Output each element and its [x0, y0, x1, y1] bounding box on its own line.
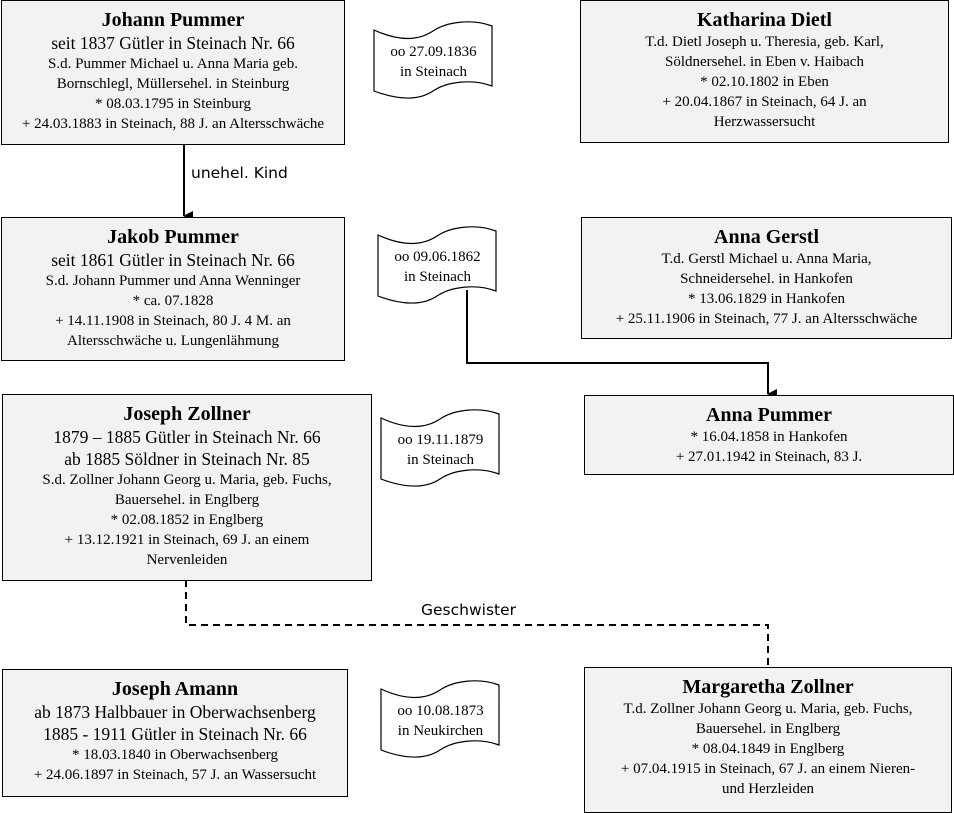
marriage-line: in Steinach — [403, 269, 472, 285]
person-box-jakob-pummer: Jakob Pummer seit 1861 Gütler in Steinach… — [1, 217, 345, 361]
marriage-scroll: oo 09.06.1862 in Steinach — [377, 226, 498, 306]
person-detail: T.d. Gerstl Michael u. Anna Maria, — [661, 251, 872, 267]
person-detail: Bauersehel. in Englberg — [114, 492, 260, 508]
person-detail: und Herzleiden — [721, 781, 815, 797]
person-box-joseph-amann: Joseph Amann ab 1873 Halbbauer in Oberwac… — [2, 669, 348, 797]
person-detail: Söldnersehel. in Eben v. Haibach — [665, 54, 864, 70]
person-detail: Bauersehel. in Englberg — [695, 721, 841, 737]
person-detail: Nervenleiden — [146, 552, 228, 568]
person-occupation: 1885 - 1911 Gütler in Steinach Nr. 66 — [43, 724, 307, 744]
scroll-shape — [377, 226, 497, 304]
person-name: Johann Pummer — [101, 9, 245, 31]
person-detail: + 07.04.1915 in Steinach, 67 J. an einem… — [620, 761, 916, 777]
marriage-scroll: oo 27.09.1836 in Steinach — [373, 21, 494, 101]
person-detail: * ca. 07.1828 — [132, 293, 214, 309]
scroll-shape — [380, 680, 500, 758]
person-name: Joseph Amann — [111, 678, 239, 700]
person-box-johann-pummer: Johann Pummer seit 1837 Gütler in Steinac… — [1, 0, 345, 145]
marriage-scroll: oo 19.11.1879 in Steinach — [380, 409, 501, 489]
marriage-line: in Neukirchen — [397, 723, 484, 739]
marriage-line: oo 10.08.1873 — [397, 703, 484, 719]
person-detail: * 16.04.1858 in Hankofen — [690, 429, 848, 445]
marriage-line: in Steinach — [399, 64, 468, 80]
marriage-scroll: oo 10.08.1873 in Neukirchen — [380, 680, 501, 760]
scroll-shape — [380, 409, 500, 487]
marriage-text: oo 27.09.1836 in Steinach — [373, 42, 494, 82]
person-name: Margaretha Zollner — [682, 676, 854, 698]
person-detail: + 25.11.1906 in Steinach, 77 J. an Alter… — [615, 311, 918, 327]
person-detail: S.d. Pummer Michael u. Anna Maria geb. — [48, 56, 298, 72]
person-detail: S.d. Johann Pummer und Anna Wenninger — [45, 273, 301, 289]
marriage-text: oo 09.06.1862 in Steinach — [377, 247, 498, 287]
person-box-joseph-zollner: Joseph Zollner 1879 – 1885 Gütler in Stei… — [2, 394, 372, 581]
marriage-line: in Steinach — [406, 452, 475, 468]
person-box-anna-pummer: Anna Pummer * 16.04.1858 in Hankofen + 27.… — [584, 395, 954, 475]
person-detail: + 24.03.1883 in Steinach, 88 J. an Alter… — [21, 116, 325, 132]
person-detail: + 13.12.1921 in Steinach, 69 J. an einem — [64, 532, 310, 548]
person-detail: + 24.06.1897 in Steinach, 57 J. an Wasse… — [33, 767, 317, 783]
person-name: Joseph Zollner — [123, 403, 251, 425]
person-name: Anna Gerstl — [714, 226, 819, 248]
person-occupation: ab 1885 Söldner in Steinach Nr. 85 — [64, 449, 310, 469]
person-box-anna-gerstl: Anna Gerstl T.d. Gerstl Michael u. Anna M… — [581, 217, 952, 339]
person-detail: Herzwassersucht — [713, 114, 816, 130]
person-detail: T.d. Zollner Johann Georg u. Maria, geb.… — [623, 701, 913, 717]
siblings-label: Geschwister — [421, 601, 517, 619]
person-box-katharina-dietl: Katharina Dietl T.d. Dietl Joseph u. Ther… — [580, 0, 949, 143]
person-detail: * 13.06.1829 in Hankofen — [687, 291, 846, 307]
person-occupation: seit 1861 Gütler in Steinach Nr. 66 — [51, 250, 295, 270]
person-box-margaretha-zollner: Margaretha Zollner T.d. Zollner Johann Ge… — [584, 667, 952, 813]
person-occupation: 1879 – 1885 Gütler in Steinach Nr. 66 — [53, 427, 321, 447]
person-detail: Bornschlegl, Müllersehel. in Steinburg — [56, 76, 290, 92]
marriage-line: oo 09.06.1862 — [394, 249, 481, 265]
siblings-dashed-line — [185, 580, 769, 667]
scroll-shape — [373, 21, 493, 99]
person-name: Jakob Pummer — [107, 226, 239, 248]
marriage-line: oo 27.09.1836 — [390, 44, 477, 60]
marriage-text: oo 19.11.1879 in Steinach — [380, 430, 501, 470]
person-detail: + 20.04.1867 in Steinach, 64 J. an — [662, 94, 867, 110]
person-occupation: ab 1873 Halbbauer in Oberwachsenberg — [34, 702, 316, 722]
person-detail: Schneidersehel. in Hankofen — [680, 271, 853, 287]
person-detail: Altersschwäche u. Lungenlähmung — [66, 333, 280, 349]
person-occupation: seit 1837 Gütler in Steinach Nr. 66 — [51, 33, 295, 53]
person-detail: S.d. Zollner Johann Georg u. Maria, geb.… — [42, 472, 332, 488]
marriage-text: oo 10.08.1873 in Neukirchen — [380, 701, 501, 741]
person-name: Katharina Dietl — [697, 9, 832, 31]
person-detail: * 18.03.1840 in Oberwachsenberg — [72, 747, 278, 763]
person-detail: * 08.04.1849 in Englberg — [691, 741, 845, 757]
person-detail: * 08.03.1795 in Steinburg — [95, 96, 251, 112]
person-detail: * 02.08.1852 in Englberg — [110, 512, 264, 528]
person-detail: + 27.01.1942 in Steinach, 83 J. — [675, 449, 863, 465]
person-name: Anna Pummer — [705, 404, 833, 426]
person-detail: T.d. Dietl Joseph u. Theresia, geb. Karl… — [645, 34, 884, 50]
person-detail: * 02.10.1802 in Eben — [700, 74, 829, 90]
illegitimate-child-label: unehel. Kind — [191, 164, 288, 182]
marriage-child-arrow — [466, 290, 777, 399]
person-detail: + 14.11.1908 in Steinach, 80 J. 4 M. an — [55, 313, 291, 329]
marriage-line: oo 19.11.1879 — [397, 432, 484, 448]
